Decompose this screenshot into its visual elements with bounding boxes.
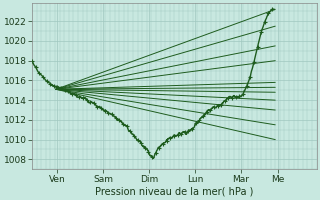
X-axis label: Pression niveau de la mer( hPa ): Pression niveau de la mer( hPa ) [95, 187, 253, 197]
